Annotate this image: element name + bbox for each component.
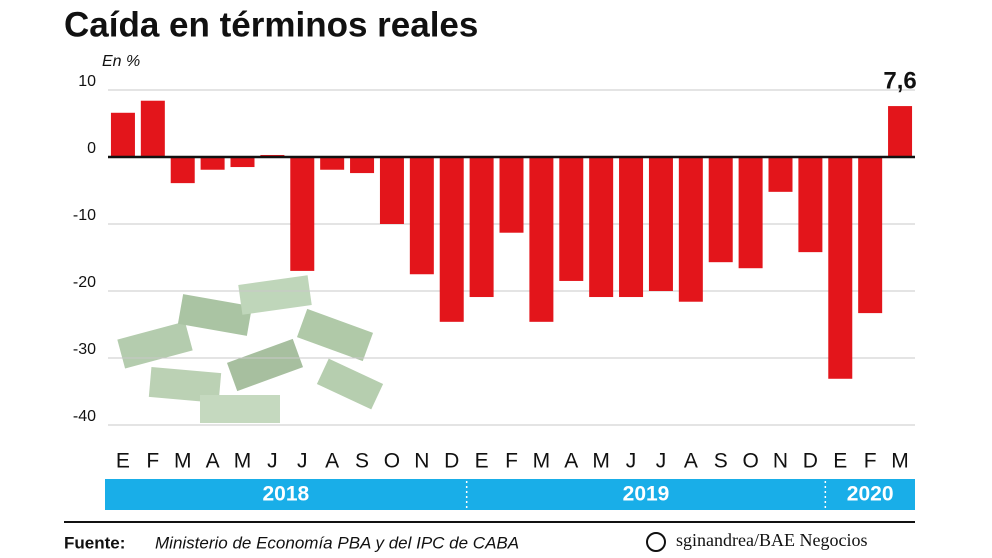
- x-tick-label: M: [533, 450, 551, 473]
- x-tick-label: E: [475, 450, 489, 473]
- x-tick-label: M: [891, 450, 909, 473]
- x-tick-label: M: [592, 450, 610, 473]
- y-tick-label: -30: [73, 341, 96, 358]
- bar: [140, 100, 165, 157]
- bar: [110, 112, 135, 157]
- chart-title: Caída en términos reales: [64, 5, 478, 44]
- money-illustration: [117, 275, 384, 423]
- bar: [230, 157, 255, 168]
- bar: [469, 157, 494, 298]
- x-tick-label: A: [325, 450, 339, 473]
- y-tick-label: -10: [73, 207, 96, 224]
- x-tick-label: S: [355, 450, 369, 473]
- x-tick-label: J: [656, 450, 667, 473]
- bar: [499, 157, 524, 233]
- x-tick-label: F: [505, 450, 518, 473]
- x-tick-label: N: [414, 450, 429, 473]
- bar: [708, 157, 733, 263]
- x-tick-label: A: [564, 450, 578, 473]
- bar: [589, 157, 614, 298]
- bar: [738, 157, 763, 269]
- y-tick-label: -20: [73, 274, 96, 291]
- instagram-icon: [646, 532, 666, 552]
- bar: [170, 157, 195, 184]
- source-label: Fuente:: [64, 533, 125, 552]
- y-tick-label: 0: [87, 140, 96, 157]
- bar: [888, 106, 913, 157]
- bar: [320, 157, 345, 170]
- bar: [858, 157, 883, 314]
- bar: [439, 157, 464, 322]
- y-axis-label: En %: [102, 53, 140, 70]
- x-tick-label: F: [146, 450, 159, 473]
- x-tick-label: A: [206, 450, 220, 473]
- value-label: 7,6: [883, 67, 916, 94]
- x-tick-label: J: [626, 450, 637, 473]
- x-tick-label: N: [773, 450, 788, 473]
- year-label: 2018: [262, 483, 309, 506]
- x-tick-label: O: [384, 450, 400, 473]
- bar: [200, 157, 225, 170]
- bar: [559, 157, 584, 281]
- x-tick-label: M: [234, 450, 252, 473]
- bar: [409, 157, 434, 275]
- credit: sginandrea/BAE Negocios: [676, 530, 867, 550]
- bar: [678, 157, 703, 302]
- source: Ministerio de Economía PBA y del IPC de …: [155, 533, 519, 552]
- bar: [619, 157, 644, 298]
- bar: [350, 157, 375, 174]
- bar: [798, 157, 823, 253]
- x-tick-label: D: [444, 450, 459, 473]
- x-tick-label: E: [116, 450, 130, 473]
- bar: [768, 157, 793, 192]
- year-band: [105, 479, 915, 510]
- y-tick-label: -40: [73, 408, 96, 425]
- bar: [529, 157, 554, 322]
- year-label: 2020: [847, 483, 894, 506]
- bar: [290, 157, 315, 271]
- x-tick-label: M: [174, 450, 192, 473]
- bar: [828, 157, 853, 379]
- x-tick-label: S: [714, 450, 728, 473]
- x-tick-label: D: [803, 450, 818, 473]
- x-tick-label: J: [297, 450, 308, 473]
- y-tick-label: 10: [78, 73, 96, 90]
- x-tick-label: A: [684, 450, 698, 473]
- year-label: 2019: [623, 483, 670, 506]
- x-tick-label: E: [833, 450, 847, 473]
- x-tick-label: O: [742, 450, 758, 473]
- x-tick-label: J: [267, 450, 278, 473]
- bar: [648, 157, 673, 291]
- x-tick-label: F: [864, 450, 877, 473]
- bar: [379, 157, 404, 224]
